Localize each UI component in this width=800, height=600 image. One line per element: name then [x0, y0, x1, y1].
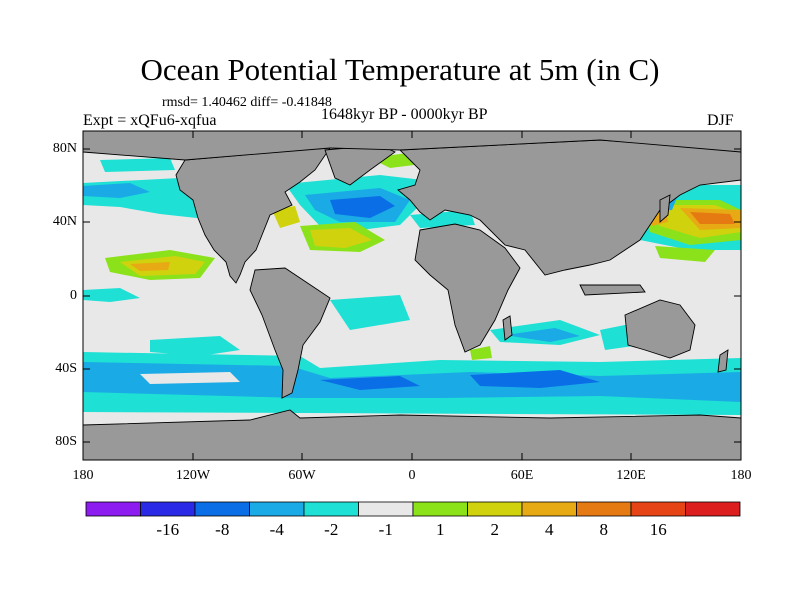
patch-so-pac-light: [140, 372, 240, 384]
colorbar-label-8: 8: [599, 520, 609, 539]
colorbar-swatch-5: [358, 501, 414, 517]
lat-label-0: 0: [70, 288, 77, 303]
lat-label-80s: 80S: [55, 434, 77, 449]
colorbar: [85, 501, 741, 517]
patch-kuroshio-red: [690, 212, 735, 224]
lat-label-80n: 80N: [52, 141, 77, 156]
colorbar-label-9: 16: [649, 520, 667, 539]
land-indonesia: [579, 284, 646, 296]
lat-label-40n: 40N: [52, 214, 77, 229]
stats-label: rmsd= 1.40462 diff= -0.41848: [162, 95, 332, 110]
land-south-america: [249, 267, 331, 399]
patch-wpac-green: [655, 246, 715, 262]
season-label: DJF: [707, 112, 734, 129]
patch-indian-blue: [505, 328, 580, 342]
period-label: 1648kyr BP - 0000kyr BP: [321, 106, 488, 123]
colorbar-swatch-1: [140, 501, 196, 517]
colorbar-swatch-10: [630, 501, 686, 517]
colorbar-label-0: -16: [156, 520, 180, 539]
patch-arctic-pac: [100, 158, 175, 172]
colorbar-swatch-3: [249, 501, 305, 517]
colorbar-label-6: 2: [490, 520, 500, 539]
colorbar-label-3: -2: [324, 520, 339, 539]
colorbar-swatch-0: [85, 501, 141, 517]
patch-epac-orange: [130, 262, 170, 271]
land-masses: [83, 131, 741, 460]
lon-label-0: 0: [408, 468, 416, 483]
colorbar-label-5: 1: [436, 520, 445, 539]
patch-so-indian-deep: [470, 370, 600, 388]
lon-label-120e: 120E: [616, 468, 646, 483]
lon-label-180w: 180: [72, 468, 94, 483]
colorbar-swatch-2: [194, 501, 250, 517]
colorbar-swatch-6: [412, 501, 468, 517]
experiment-label: Expt = xQFu6-xqfua: [83, 112, 217, 129]
colorbar-label-4: -1: [378, 520, 393, 539]
lat-label-40s: 40S: [55, 361, 77, 376]
colorbar-label-2: -4: [269, 520, 284, 539]
patch-satl-cool: [330, 295, 410, 330]
colorbar-swatch-11: [685, 501, 741, 517]
colorbar-swatch-4: [303, 501, 359, 517]
map-area: [83, 131, 741, 460]
lon-label-60w: 60W: [288, 468, 316, 483]
land-antarctica: [83, 409, 741, 460]
colorbar-label-7: 4: [545, 520, 554, 539]
land-new-zealand: [717, 349, 729, 373]
lon-label-60e: 60E: [510, 468, 534, 483]
colorbar-swatch-7: [467, 501, 523, 517]
land-north-america: [175, 147, 331, 284]
patch-spac-cool: [150, 336, 240, 356]
colorbar-swatch-9: [576, 501, 632, 517]
patch-natl-subtrop-yellow: [310, 228, 372, 248]
land-africa: [414, 223, 521, 353]
land-madagascar: [502, 315, 513, 341]
plot-title: Ocean Potential Temperature at 5m (in C): [140, 52, 660, 87]
lon-label-180e: 180: [730, 468, 752, 483]
patch-so-atl-deep: [320, 376, 420, 390]
patch-natl-deep: [330, 196, 395, 218]
patch-gulf-warm: [272, 206, 300, 228]
land-eurasia: [397, 139, 741, 276]
lon-label-120w: 120W: [175, 468, 211, 483]
land-arctic-cap: [83, 131, 741, 161]
colorbar-swatch-8: [521, 501, 577, 517]
patch-pac-tropic-cool: [83, 288, 140, 302]
axis-ticks: [83, 131, 741, 460]
patch-agulhas-warm: [470, 346, 492, 360]
land-japan: [659, 194, 671, 223]
colorbar-label-1: -8: [215, 520, 230, 539]
patch-npac-cool-2: [83, 183, 150, 198]
land-australia: [624, 299, 696, 359]
